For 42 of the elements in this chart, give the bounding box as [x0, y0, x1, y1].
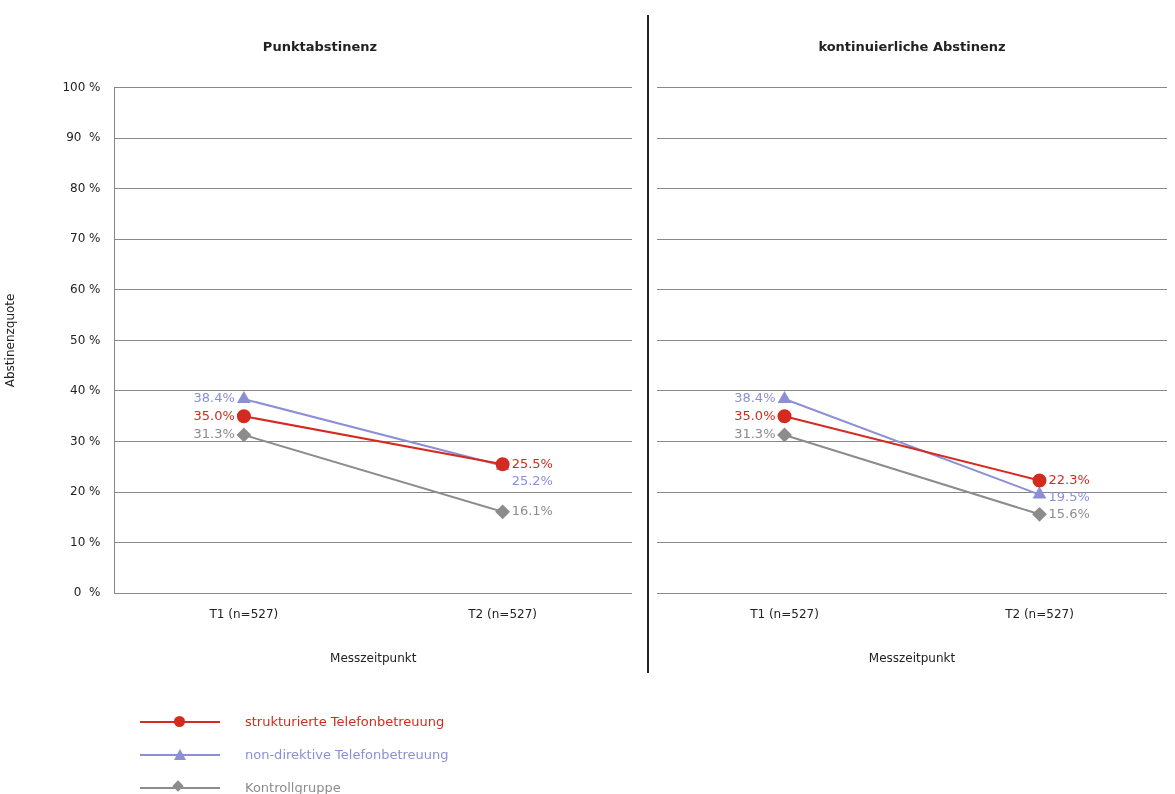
y-tick-label: 20 %: [70, 484, 101, 499]
x-tick-label: T1 (n=527): [749, 606, 819, 621]
y-tick-label: 100 %: [62, 79, 101, 94]
point: [777, 427, 792, 442]
y-tick-label: 30 %: [70, 433, 101, 448]
x-axis-title: Messzeitpunkt: [330, 650, 417, 665]
point: [1032, 473, 1047, 488]
point: [236, 409, 251, 424]
data-label: 31.3%: [193, 426, 235, 442]
data-label: 15.6%: [1048, 505, 1090, 521]
data-label: 38.4%: [193, 390, 235, 406]
point: [236, 427, 251, 442]
data-label: 25.5%: [511, 455, 553, 471]
y-tick-label: 80 %: [70, 180, 101, 195]
y-tick-label: 40 %: [70, 383, 101, 398]
point: [1032, 507, 1047, 522]
data-label: 38.4%: [734, 390, 776, 406]
text: Kontrollgruppe: [245, 780, 341, 794]
point: [495, 504, 510, 519]
x-tick-label: T1 (n=527): [208, 606, 279, 621]
y-tick-label: 50 %: [70, 332, 101, 347]
y-tick-label: 0 %: [73, 585, 101, 600]
data-label: 31.3%: [734, 426, 776, 442]
point: [777, 409, 792, 424]
data-label: 35.0%: [734, 407, 776, 423]
chart-title: kontinuierliche Abstinenz: [818, 39, 1006, 55]
y-tick-label: 60 %: [70, 281, 101, 296]
data-label: 19.5%: [1048, 488, 1090, 504]
data-label: 16.1%: [511, 503, 553, 519]
x-axis-title: Messzeitpunkt: [868, 650, 956, 665]
chart-title: Punktabstinenz: [262, 39, 378, 55]
x-tick-label: T2 (n=527): [467, 606, 537, 621]
text: non-direktive Telefonbetreuung: [245, 747, 449, 762]
x-tick-label: T2 (n=527): [1004, 606, 1074, 621]
y-tick-label: 70 %: [70, 231, 101, 246]
data-label: 25.2%: [511, 472, 553, 488]
data-label: 35.0%: [193, 407, 235, 423]
text: strukturierte Telefonbetreuung: [245, 714, 445, 729]
y-axis-title: Abstinenzquote: [3, 293, 18, 388]
data-label: 22.3%: [1048, 471, 1090, 487]
y-tick-label: 10 %: [70, 534, 101, 549]
y-tick-label: 90 %: [66, 130, 101, 145]
